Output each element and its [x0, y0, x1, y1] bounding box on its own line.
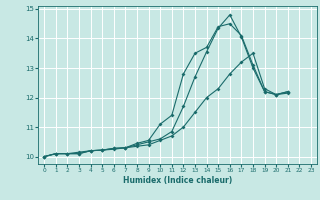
- X-axis label: Humidex (Indice chaleur): Humidex (Indice chaleur): [123, 176, 232, 185]
